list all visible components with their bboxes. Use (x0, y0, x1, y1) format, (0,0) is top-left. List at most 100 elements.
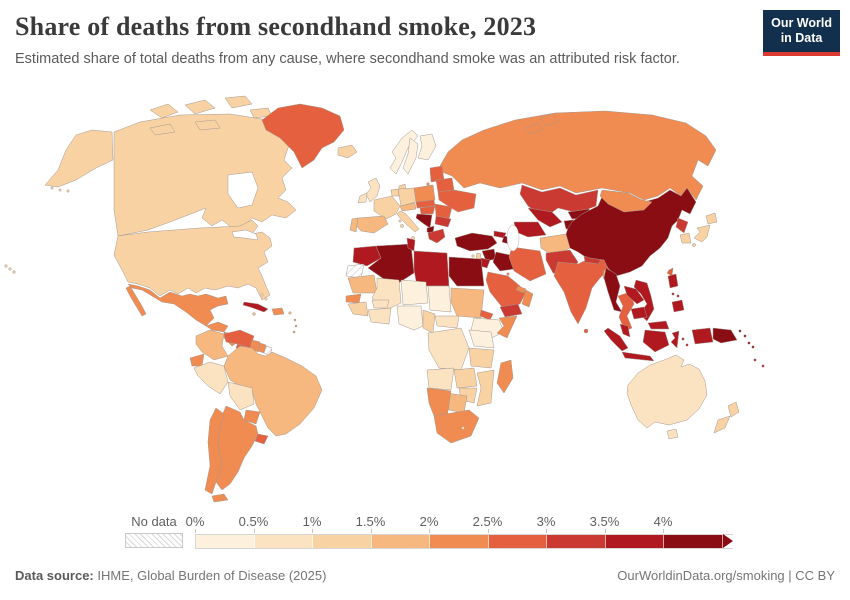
country-south-korea[interactable] (679, 232, 692, 244)
legend-bin-3.5%[interactable] (605, 535, 664, 548)
country-united-states[interactable] (113, 219, 273, 301)
hawaii-island[interactable] (12, 270, 16, 274)
aleutian-island[interactable] (50, 186, 54, 190)
country-italy[interactable] (396, 210, 420, 233)
philippines-luzon[interactable] (667, 273, 679, 289)
country-central-african-republic[interactable] (434, 315, 460, 329)
country-burkina-faso[interactable] (371, 299, 390, 309)
arctic-island[interactable] (184, 99, 216, 115)
arctic-island[interactable] (149, 103, 179, 119)
hawaii-island[interactable] (8, 267, 12, 271)
indonesia-kalimantan[interactable] (642, 329, 670, 353)
antilles-island[interactable] (292, 330, 296, 334)
country-laos[interactable] (623, 285, 645, 305)
png-island[interactable] (743, 334, 747, 338)
country-bulgaria[interactable] (434, 215, 452, 228)
country-canada[interactable] (113, 113, 299, 243)
country-russia[interactable] (439, 110, 717, 201)
country-kuwait[interactable] (506, 272, 510, 276)
philippines-visayas[interactable] (671, 292, 675, 296)
country-western-sahara[interactable] (345, 263, 365, 279)
antilles-island[interactable] (293, 318, 297, 322)
country-iceland[interactable] (337, 144, 358, 159)
country-north-korea[interactable] (675, 217, 689, 234)
country-turkey[interactable] (454, 232, 498, 252)
indonesia-sumatra[interactable] (603, 327, 629, 352)
country-saudi-arabia[interactable] (485, 271, 527, 308)
bahamas-island[interactable] (260, 293, 264, 297)
country-somalia[interactable] (496, 315, 518, 339)
bahamas-island[interactable] (264, 297, 268, 301)
country-ecuador[interactable] (189, 353, 205, 367)
japan-hokkaido[interactable] (705, 212, 718, 225)
country-cuba[interactable] (242, 301, 269, 313)
antilles-island[interactable] (294, 324, 298, 328)
country-niger[interactable] (400, 279, 429, 306)
indonesia-papua[interactable] (691, 327, 714, 345)
country-mozambique[interactable] (476, 369, 495, 407)
fiji-island[interactable] (761, 364, 765, 368)
legend-bin-2%[interactable] (430, 535, 489, 548)
country-ukraine[interactable] (437, 189, 477, 213)
legend-bin-3%[interactable] (547, 535, 606, 548)
country-alaska[interactable] (44, 129, 114, 188)
country-iraq[interactable] (492, 251, 515, 272)
country-portugal[interactable] (349, 217, 359, 233)
country-sri-lanka[interactable] (583, 328, 589, 334)
country-sudan[interactable] (450, 287, 485, 319)
maluku-island[interactable] (681, 337, 685, 341)
country-mongolia[interactable] (599, 189, 653, 213)
solomon-island[interactable] (747, 341, 751, 345)
country-papua-new-guinea[interactable] (712, 327, 738, 344)
country-mexico[interactable] (127, 283, 229, 327)
country-greenland[interactable] (261, 103, 345, 169)
country-cambodia[interactable] (630, 306, 648, 320)
japan-kyushu[interactable] (692, 243, 696, 247)
legend-bin-0.5%[interactable] (254, 535, 313, 548)
no-data-swatch[interactable] (125, 533, 183, 548)
country-belarus[interactable] (435, 177, 455, 193)
country-greece[interactable] (427, 228, 446, 244)
corsica[interactable] (398, 219, 402, 223)
tierra-del-fuego[interactable] (211, 493, 229, 503)
country-iran[interactable] (508, 246, 547, 282)
country-ireland[interactable] (357, 192, 368, 204)
country-dr-congo[interactable] (427, 327, 470, 371)
country-finland[interactable] (417, 133, 437, 161)
arctic-island[interactable] (224, 95, 253, 109)
philippines-visayas[interactable] (676, 294, 680, 298)
country-madagascar[interactable] (496, 359, 514, 394)
country-hungary[interactable] (419, 205, 436, 215)
nz-north-island[interactable] (727, 401, 740, 418)
footer-link[interactable]: OurWorldinData.org/smoking | CC BY (617, 568, 835, 583)
country-united-kingdom[interactable] (365, 177, 381, 203)
country-uganda-kenya[interactable] (468, 329, 495, 349)
country-poland[interactable] (413, 184, 436, 203)
country-west-balkans[interactable] (415, 213, 433, 229)
vanuatu-island[interactable] (753, 358, 757, 362)
country-puerto-rico[interactable] (288, 311, 292, 315)
country-angola[interactable] (426, 367, 455, 391)
tasmania[interactable] (666, 428, 679, 440)
malaysia-borneo[interactable] (647, 320, 670, 330)
sardinia[interactable] (400, 224, 404, 228)
legend-bar[interactable] (195, 534, 733, 549)
country-morocco[interactable] (352, 245, 382, 267)
country-nigeria[interactable] (396, 305, 424, 331)
country-guinea-region[interactable] (347, 301, 369, 317)
owid-logo[interactable]: Our World in Data (763, 10, 840, 56)
png-island[interactable] (738, 329, 742, 333)
country-uae-qatar[interactable] (515, 285, 527, 294)
japan-honshu[interactable] (693, 224, 711, 243)
malaysia-peninsula[interactable] (619, 323, 631, 338)
country-cameroon[interactable] (422, 309, 436, 334)
country-india[interactable] (553, 257, 611, 325)
country-novaya-zemlya2[interactable] (524, 122, 543, 135)
country-cyprus[interactable] (471, 254, 475, 258)
hawaii-island[interactable] (4, 264, 8, 268)
country-yemen[interactable] (499, 303, 523, 318)
country-zambia[interactable] (453, 367, 478, 389)
country-guatemala-honduras[interactable] (205, 321, 229, 333)
legend-bin-1.5%[interactable] (371, 535, 430, 548)
country-senegal[interactable] (345, 293, 362, 304)
